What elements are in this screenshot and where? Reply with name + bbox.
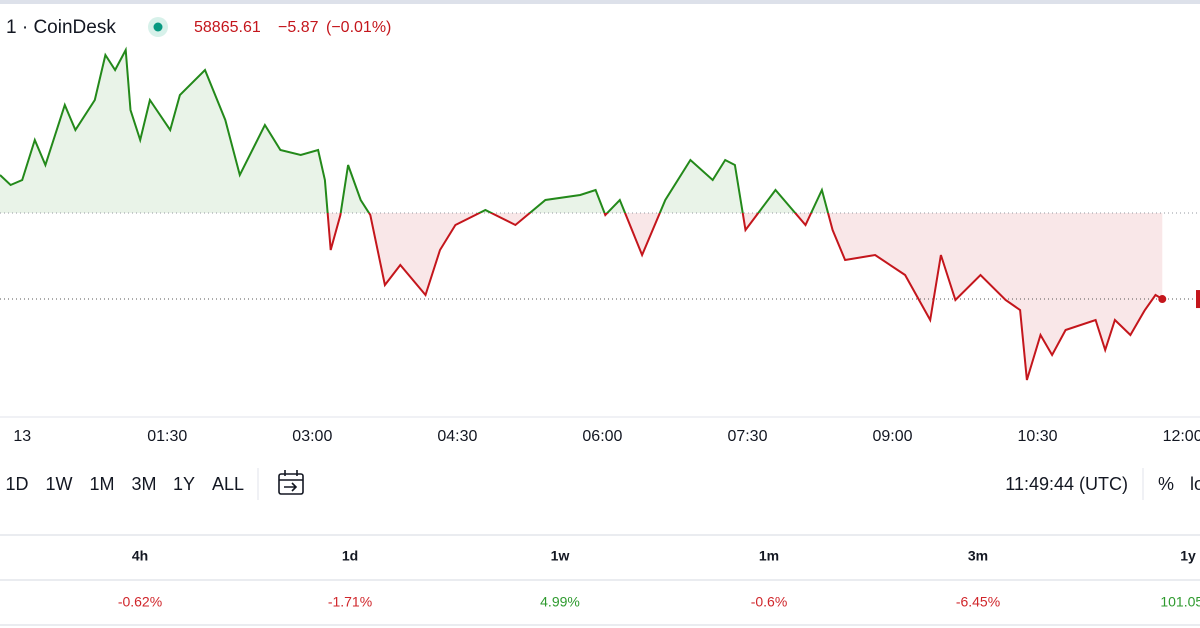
date-range-icon[interactable]: [278, 470, 304, 495]
plot-area: 13 01:30 03:00 04:30 06:00 07:30 09:00 10:30 12:…: [0, 46, 1200, 445]
x-tick-label: 09:00: [872, 428, 912, 445]
price-line-up: [0, 46, 830, 214]
period-header: 3m: [968, 548, 988, 564]
period-header: 1m: [759, 548, 779, 564]
top-bar: [0, 0, 1200, 4]
performance-table: 4h -0.62% 1d -1.71% 1w 4.99% 1m -0.6% 3m -6.45% 1y…: [118, 548, 1200, 610]
price-tag: [1196, 290, 1200, 309]
price-change-pct: (−0.01%): [326, 19, 391, 36]
price-change: −5.87: [278, 19, 319, 36]
clock: 11:49:44 (UTC): [1005, 474, 1128, 494]
period-header: 4h: [132, 548, 148, 564]
percent-toggle[interactable]: %: [1158, 474, 1174, 494]
symbol-title: 1 · CoinDesk: [6, 17, 116, 38]
period-change: -6.45%: [956, 594, 1000, 610]
area-up: [0, 50, 829, 214]
period-header: 1w: [551, 548, 570, 564]
period-header: 1y: [1180, 548, 1196, 564]
period-change: 101.05%: [1160, 594, 1200, 610]
range-button[interactable]: 3M: [131, 474, 156, 494]
period-change: 4.99%: [540, 594, 580, 610]
last-point: [1158, 295, 1167, 304]
x-tick-label: 07:30: [727, 428, 767, 445]
last-price: 58865.61: [194, 19, 261, 36]
x-tick-label: 13: [13, 428, 31, 445]
status-dot: [153, 22, 163, 32]
area-down: [0, 213, 1163, 380]
range-button[interactable]: 1M: [89, 474, 114, 494]
x-tick-label: 03:00: [292, 428, 332, 445]
period-header: 1d: [342, 548, 358, 564]
period-change: -0.62%: [118, 594, 162, 610]
range-button[interactable]: 1Y: [173, 474, 195, 494]
range-button[interactable]: 1D: [5, 474, 28, 494]
period-change: -1.71%: [328, 594, 372, 610]
x-tick-label: 01:30: [147, 428, 187, 445]
range-buttons: 1D 1W 1M 3M 1Y ALL: [5, 474, 244, 494]
x-tick-label: 10:30: [1018, 428, 1058, 445]
x-tick-label: 12:00: [1163, 428, 1200, 445]
range-button[interactable]: 1W: [46, 474, 73, 494]
log-toggle[interactable]: log: [1190, 474, 1200, 494]
range-button[interactable]: ALL: [212, 474, 244, 494]
price-line-down: [326, 213, 1163, 381]
x-tick-label: 06:00: [582, 428, 622, 445]
x-tick-label: 04:30: [437, 428, 477, 445]
period-change: -0.6%: [751, 594, 788, 610]
